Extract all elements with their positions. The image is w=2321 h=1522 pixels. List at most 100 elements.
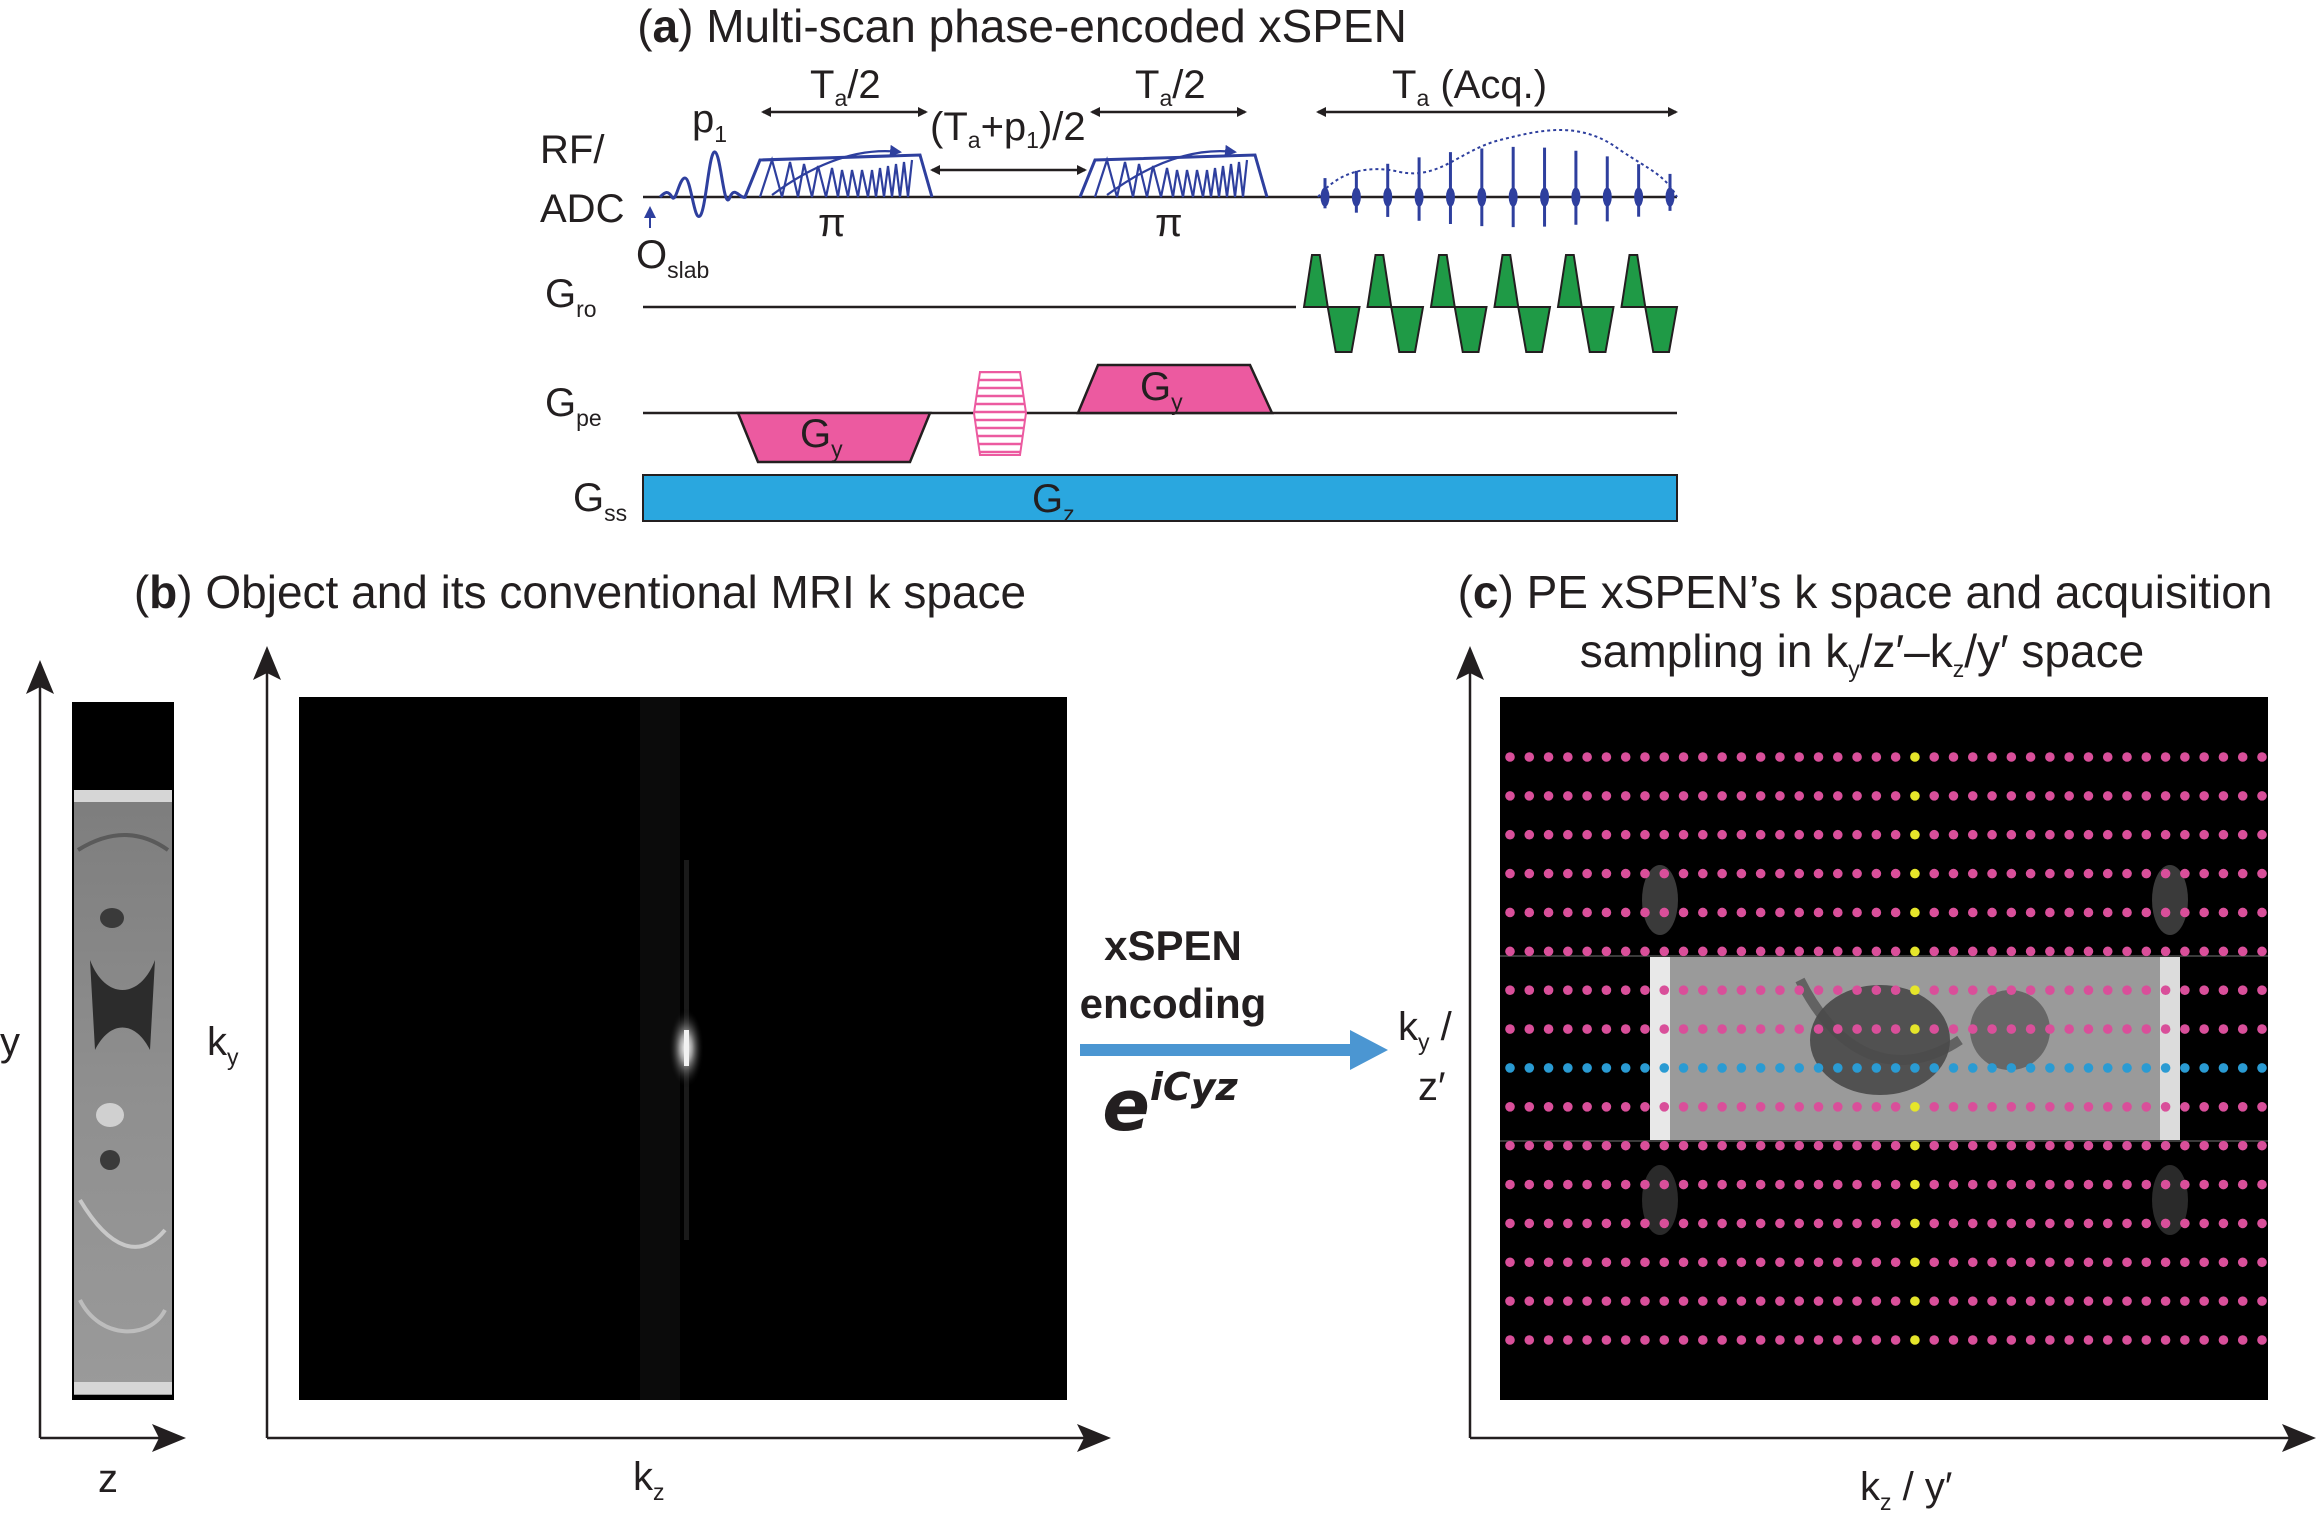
- sample-dot: [1698, 1179, 1708, 1190]
- sample-dot: [2083, 1218, 2094, 1229]
- sample-dot: [1620, 1179, 1631, 1190]
- sample-dot: [1890, 1179, 1901, 1190]
- sample-dot-center-row: [2237, 1063, 2248, 1073]
- sample-dot: [1601, 1218, 1612, 1229]
- sample-dot: [1755, 946, 1766, 957]
- sample-dot: [2025, 946, 2036, 957]
- sample-dot: [1524, 907, 1535, 918]
- sample-dot-center-row: [2257, 1063, 2267, 1073]
- sample-dot: [2237, 1218, 2248, 1229]
- gpe-label: Gpe: [545, 381, 602, 431]
- sample-dot: [2122, 1335, 2132, 1345]
- sample-dot: [1659, 752, 1670, 762]
- panel-c-vertical-label-line2: z′: [1418, 1065, 1446, 1109]
- sample-dot: [1582, 1218, 1592, 1229]
- sample-dot: [2025, 1335, 2036, 1345]
- sample-dot: [2257, 907, 2267, 918]
- readout-lobe-negative: [1644, 306, 1679, 353]
- sample-dot: [2199, 1335, 2209, 1345]
- readout-lobe-negative: [1517, 306, 1552, 353]
- sample-dot: [2006, 1140, 2017, 1151]
- sample-dot: [2218, 868, 2229, 879]
- sample-dot: [2160, 1218, 2171, 1229]
- sample-dot: [2083, 1179, 2094, 1190]
- sample-dot: [2160, 907, 2171, 918]
- sample-dot: [1678, 1102, 1689, 1112]
- sample-dot: [1736, 946, 1747, 957]
- gy-positive-label: Gy: [1140, 365, 1183, 415]
- sample-dot: [2237, 1335, 2248, 1345]
- gy-negative-label: Gy: [800, 412, 843, 462]
- sample-dot: [1929, 791, 1940, 801]
- sample-dot: [1524, 1257, 1535, 1268]
- sample-dot: [1832, 1140, 1843, 1151]
- sample-dot: [1698, 1024, 1708, 1034]
- sample-dot-center-row: [2025, 1063, 2036, 1073]
- object-y-label: y: [0, 1020, 20, 1064]
- sample-dot: [1871, 752, 1882, 762]
- sample-dot: [2141, 1296, 2152, 1306]
- sample-dot: [1929, 1257, 1940, 1268]
- sample-dot-center-row: [1736, 1063, 1747, 1073]
- sample-dot: [2141, 868, 2152, 879]
- pi-label-1: π: [818, 201, 846, 245]
- sample-dot: [1832, 1024, 1843, 1034]
- sample-dot: [1948, 1218, 1959, 1229]
- sample-dot: [2064, 1296, 2074, 1306]
- panel-c-vertical-label: ky /: [1398, 1005, 1453, 1055]
- sample-dot: [1524, 1335, 1535, 1345]
- sample-dot: [1698, 1218, 1708, 1229]
- gss-label: Gss: [573, 476, 627, 526]
- sample-dot: [1813, 868, 1824, 879]
- sample-dot: [1505, 1024, 1515, 1034]
- panel-b-label: b: [149, 566, 177, 618]
- sample-dot: [1871, 1257, 1882, 1268]
- sample-dot: [1678, 1218, 1689, 1229]
- sample-dot: [2199, 1179, 2209, 1190]
- sample-dot: [1929, 1102, 1940, 1112]
- sample-dot: [1832, 1218, 1843, 1229]
- sample-dot: [2160, 985, 2171, 995]
- sample-dot: [1678, 1179, 1689, 1190]
- sample-dot: [1601, 985, 1612, 995]
- sample-dot: [1736, 868, 1747, 879]
- sample-dot: [1775, 985, 1785, 995]
- sample-dot: [2257, 1140, 2267, 1151]
- sample-dot: [2218, 1218, 2229, 1229]
- ky-label: ky: [207, 1020, 239, 1070]
- sample-dot: [1717, 868, 1727, 879]
- sample-dot: [1871, 946, 1882, 957]
- sample-dot: [2180, 1179, 2190, 1190]
- sample-dot: [1852, 1218, 1862, 1229]
- sample-dot-center-row: [2160, 1063, 2171, 1073]
- sample-dot: [1929, 1140, 1940, 1151]
- sample-dot: [1563, 907, 1573, 918]
- sample-dot: [2180, 1257, 2190, 1268]
- sample-dot: [1659, 1257, 1670, 1268]
- sample-dot: [1813, 1218, 1824, 1229]
- sample-dot: [1832, 1296, 1843, 1306]
- sample-dot: [1852, 1257, 1862, 1268]
- sample-dot: [1505, 985, 1515, 995]
- sample-dot: [1871, 829, 1882, 840]
- sample-dot-center-column: [1910, 1024, 1920, 1034]
- sample-dot: [1929, 1335, 1940, 1345]
- sample-dot: [2199, 1140, 2209, 1151]
- sample-dot: [1813, 1296, 1824, 1306]
- sample-dot-center-row: [1640, 1063, 1650, 1073]
- ta-acq-label: Ta (Acq.): [1392, 63, 1547, 111]
- sample-dot: [1794, 946, 1805, 957]
- sample-dot: [1948, 868, 1959, 879]
- sample-dot: [2006, 791, 2017, 801]
- sample-dot: [1871, 1179, 1882, 1190]
- sample-dot: [1563, 1140, 1573, 1151]
- sample-dot-center-column: [1910, 752, 1920, 762]
- sample-dot: [1890, 1257, 1901, 1268]
- sample-dot: [2199, 946, 2209, 957]
- sample-dot: [1755, 1024, 1766, 1034]
- panel-a-title-text: Multi-scan phase-encoded xSPEN: [706, 0, 1407, 52]
- sample-dot: [1505, 1218, 1515, 1229]
- sample-dot: [1601, 946, 1612, 957]
- sample-dot: [1678, 1335, 1689, 1345]
- sample-dot: [2064, 907, 2074, 918]
